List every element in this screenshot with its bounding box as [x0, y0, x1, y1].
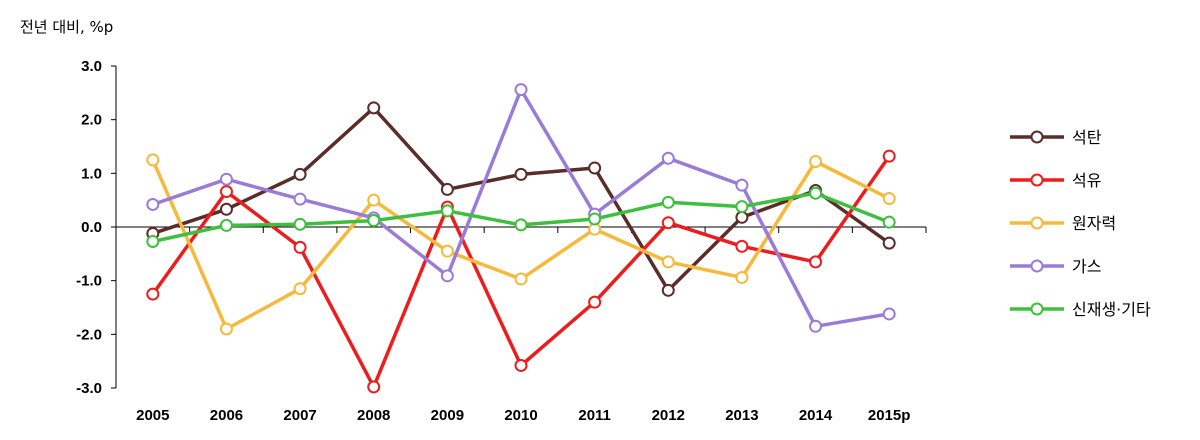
data-point: [514, 358, 528, 372]
data-point: [809, 319, 823, 333]
y-tick-label: -3.0: [76, 380, 102, 397]
legend-item: 가스: [1010, 257, 1101, 276]
legend-item: 석탄: [1010, 128, 1102, 147]
data-point: [146, 234, 160, 248]
legend-swatch-marker: [1030, 302, 1044, 316]
data-point: [661, 195, 675, 209]
data-point: [367, 101, 381, 115]
x-tick-label: 2009: [431, 407, 464, 424]
legend-label: 신재생·기타: [1072, 300, 1151, 319]
data-point: [809, 186, 823, 200]
legend-swatch-marker: [1030, 130, 1044, 144]
data-point: [735, 178, 749, 192]
data-point: [514, 272, 528, 286]
series-layer: [146, 83, 896, 394]
data-point: [219, 202, 233, 216]
x-tick-label: 2015p: [868, 407, 911, 424]
data-point: [661, 283, 675, 297]
data-point: [809, 155, 823, 169]
legend-swatch-marker: [1030, 259, 1044, 273]
data-point: [440, 244, 454, 258]
data-point: [367, 380, 381, 394]
data-point: [514, 218, 528, 232]
legend-swatch-marker: [1030, 216, 1044, 230]
y-tick-label: 1.0: [81, 165, 102, 182]
data-point: [219, 322, 233, 336]
data-point: [367, 214, 381, 228]
data-point: [882, 236, 896, 250]
data-point: [735, 270, 749, 284]
data-point: [293, 192, 307, 206]
series-신재생·기타: [146, 186, 896, 248]
data-point: [809, 255, 823, 269]
data-point: [219, 218, 233, 232]
data-point: [661, 255, 675, 269]
legend-label: 석유: [1072, 171, 1101, 190]
legend-swatch-marker: [1030, 173, 1044, 187]
data-point: [293, 167, 307, 181]
x-tick-label: 2005: [136, 407, 169, 424]
y-tick-label: -1.0: [76, 273, 102, 290]
data-point: [882, 307, 896, 321]
x-tick-label: 2011: [578, 407, 611, 424]
x-tick-label: 2010: [504, 407, 537, 424]
data-point: [146, 287, 160, 301]
axes: 3.0 2.0 1.0 0.0 -1.0 -2.0 -3.0 2005 2006 2007 2008…: [76, 58, 927, 424]
series-line: [151, 158, 891, 331]
x-tick-label: 2014: [799, 407, 833, 424]
series-원자력: [146, 153, 896, 336]
data-point: [735, 200, 749, 214]
data-point: [735, 210, 749, 224]
data-point: [735, 239, 749, 253]
data-point: [440, 204, 454, 218]
x-tick-label: 2006: [210, 407, 243, 424]
legend-label: 석탄: [1072, 128, 1102, 147]
y-tick-label: 0.0: [81, 219, 102, 236]
legend-label: 원자력: [1072, 214, 1116, 233]
x-tick-label: 2007: [283, 407, 316, 424]
series-가스: [146, 83, 896, 333]
data-point: [588, 161, 602, 175]
series-line: [151, 87, 891, 329]
y-tick-label: -2.0: [76, 326, 102, 343]
data-point: [588, 212, 602, 226]
x-tick-label: 2013: [725, 407, 758, 424]
data-point: [882, 192, 896, 206]
data-point: [882, 149, 896, 163]
data-point: [146, 153, 160, 167]
data-point: [882, 215, 896, 229]
y-tick-label: 3.0: [81, 58, 102, 75]
data-point: [440, 182, 454, 196]
data-point: [219, 185, 233, 199]
x-tick-label: 2008: [357, 407, 390, 424]
data-point: [661, 151, 675, 165]
data-point: [293, 240, 307, 254]
series-석유: [146, 149, 896, 394]
legend-item: 원자력: [1010, 214, 1116, 233]
legend-item: 석유: [1010, 171, 1101, 190]
data-point: [219, 172, 233, 186]
y-unit-label: 전년 대비, %p: [20, 18, 113, 36]
data-point: [293, 282, 307, 296]
data-point: [514, 167, 528, 181]
x-tick-label: 2012: [652, 407, 685, 424]
legend-item: 신재생·기타: [1010, 300, 1151, 319]
data-point: [367, 193, 381, 207]
data-point: [146, 197, 160, 211]
data-point: [514, 83, 528, 97]
data-point: [588, 295, 602, 309]
legend-label: 가스: [1072, 257, 1101, 276]
data-point: [440, 269, 454, 283]
data-point: [661, 216, 675, 230]
y-tick-label: 2.0: [81, 112, 102, 129]
data-point: [293, 217, 307, 231]
